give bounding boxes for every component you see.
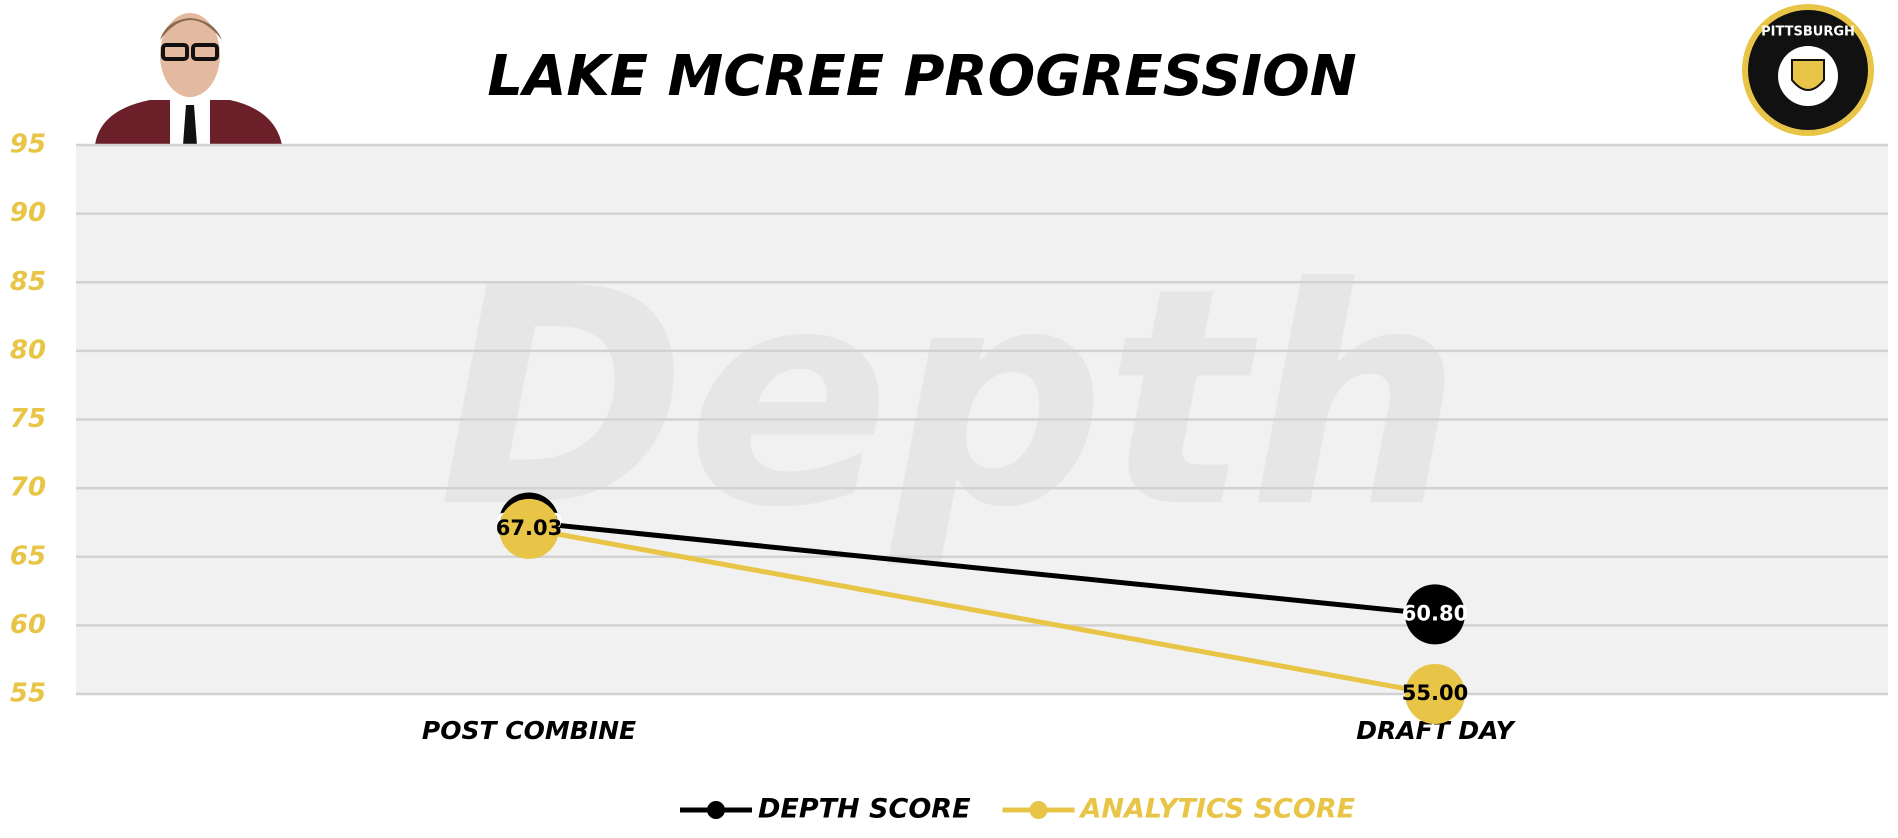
series-line: [528, 519, 1436, 617]
y-tick-label: 85: [10, 267, 46, 297]
y-tick-label: 60: [10, 610, 46, 640]
y-tick-label: 75: [10, 404, 46, 434]
series-line: [528, 526, 1436, 697]
y-tick-label: 70: [10, 473, 46, 503]
y-tick-label: 65: [10, 541, 46, 571]
data-label: 60.80: [1402, 601, 1468, 625]
chart-title: LAKE MCREE PROGRESSION: [487, 44, 1356, 109]
y-tick-label: 80: [10, 335, 46, 365]
legend-label: DEPTH SCORE: [758, 794, 971, 825]
player-photo: [95, 13, 282, 145]
data-point: [499, 498, 559, 559]
legend-label: ANALYTICS SCORE: [1079, 794, 1356, 825]
team-logo: PITTSBURGH: [1742, 4, 1874, 136]
data-point: [1405, 584, 1465, 645]
logo-text: PITTSBURGH: [1761, 25, 1855, 40]
watermark: Depth: [438, 224, 1462, 573]
y-tick-label: 90: [10, 198, 46, 228]
y-tick-label: 55: [10, 679, 46, 709]
data-point: [1405, 664, 1465, 724]
x-tick-label: POST COMBINE: [422, 716, 636, 745]
data-label: 55.00: [1402, 681, 1468, 705]
data-label: 67.03: [496, 516, 562, 540]
legend-marker: [1029, 801, 1048, 819]
legend-marker: [707, 801, 725, 819]
y-tick-label: 95: [10, 130, 46, 160]
